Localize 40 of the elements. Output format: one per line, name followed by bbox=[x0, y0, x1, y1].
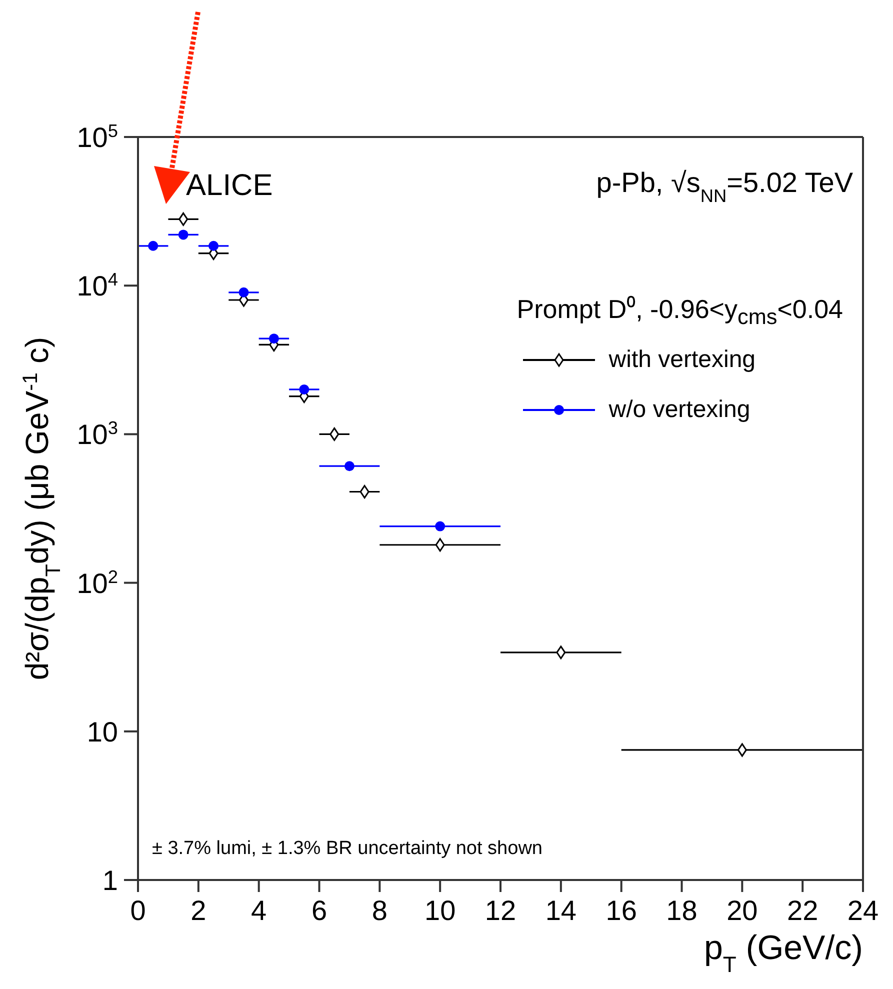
x-tick-label: 6 bbox=[311, 895, 328, 926]
point bbox=[148, 240, 158, 251]
y-tick-label: 10$^{2}$ bbox=[76, 566, 118, 599]
x-tick-label: 22 bbox=[787, 895, 818, 926]
x-axis-title: p$_{T}$ (GeV/c) bbox=[704, 929, 863, 976]
point bbox=[435, 538, 445, 552]
point bbox=[737, 743, 747, 757]
point bbox=[208, 240, 219, 251]
x-tick-label: 8 bbox=[372, 895, 388, 926]
point bbox=[435, 521, 446, 532]
y-tick-label: 10 bbox=[86, 716, 118, 748]
y-tick-label: 10$^{5}$ bbox=[76, 121, 118, 153]
annotation: ± 3.7% lumi, ± 1.3% BR uncertainty not shown bbox=[152, 838, 542, 859]
point bbox=[330, 427, 340, 441]
point bbox=[360, 484, 370, 498]
x-tick-label: 18 bbox=[666, 895, 698, 926]
annotation: p-Pb, √s$_{NN}$=5.02 TeV bbox=[596, 167, 854, 206]
x-tick-label: 4 bbox=[251, 895, 267, 926]
y-tick-label: 10$^{3}$ bbox=[76, 418, 118, 450]
x-tick-label: 2 bbox=[190, 895, 206, 926]
point bbox=[344, 461, 354, 472]
annotation: ALICE bbox=[186, 169, 273, 202]
legend-label: w/o vertexing bbox=[608, 396, 750, 424]
x-tick-label: 0 bbox=[130, 895, 146, 926]
point bbox=[268, 334, 279, 344]
point bbox=[178, 212, 188, 226]
point bbox=[556, 646, 566, 660]
x-tick-label: 24 bbox=[847, 895, 879, 926]
point bbox=[299, 384, 310, 394]
legend-title: Prompt D⁰, -0.96<y$_{cms}$<0.04 bbox=[516, 294, 843, 330]
point bbox=[178, 230, 188, 240]
legend-label: with vertexing bbox=[608, 346, 756, 374]
x-tick-label: 10 bbox=[424, 895, 456, 926]
y-tick-label: 10$^{4}$ bbox=[76, 270, 118, 302]
point bbox=[238, 287, 249, 298]
x-tick-label: 14 bbox=[545, 895, 576, 926]
x-tick-label: 20 bbox=[726, 895, 758, 926]
y-tick-label: 1 bbox=[102, 865, 118, 896]
x-tick-label: 12 bbox=[484, 895, 516, 926]
x-tick-label: 16 bbox=[606, 895, 637, 926]
